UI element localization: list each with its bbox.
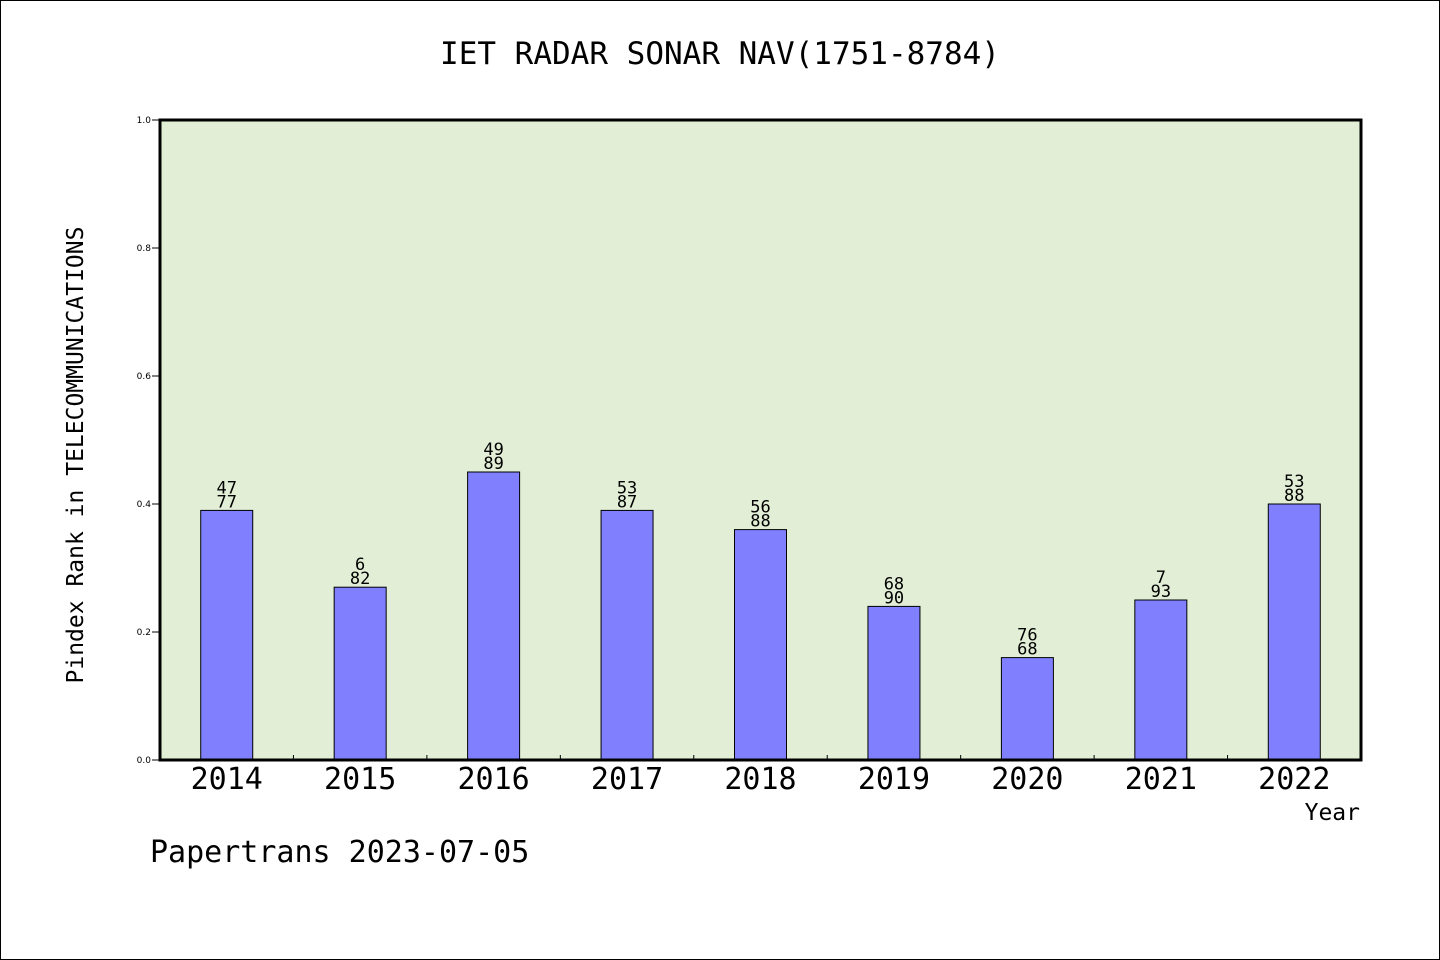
x-tick-label: 2014 [191,762,263,797]
x-tick-label: 2022 [1258,762,1330,797]
bar [333,586,387,761]
footer-stamp: Papertrans 2023-07-05 [150,835,530,870]
bar [1267,503,1321,761]
bar-label-top: 68 [884,574,904,594]
bar [200,509,254,761]
y-tick-label: 0.6 [137,372,152,382]
bar-label-bottom: 88 [1284,486,1304,506]
plot-border [158,118,1363,762]
y-axis-label: Pindex Rank in TELECOMMUNICATIONS [63,226,89,684]
bar-label-top: 53 [1284,472,1304,492]
bar [867,605,921,761]
bar-label-top: 53 [617,478,637,498]
bars-layer [200,471,1321,761]
bar-label-top: 76 [1017,626,1037,646]
bar-label-bottom: 82 [350,569,370,589]
x-axis-label: Year [1304,800,1360,826]
bar-label-top: 7 [1156,568,1166,588]
y-tick-label: 0.0 [137,756,152,766]
chart-title: IET RADAR SONAR NAV(1751-8784) [440,36,1000,72]
x-tick-label: 2015 [324,762,396,797]
x-tick-label: 2020 [991,762,1063,797]
bar-label-bottom: 90 [884,588,904,608]
x-tick-label: 2018 [724,762,796,797]
x-tick-label: 2017 [591,762,663,797]
bar-label-top: 6 [355,555,365,575]
bar [1134,599,1188,761]
x-tick-label: 2016 [457,762,529,797]
bar-label-bottom: 93 [1151,582,1171,602]
y-tick-label: 0.2 [137,628,151,638]
y-tick-label: 0.4 [137,500,152,510]
bar-label-bottom: 68 [1017,640,1037,660]
bar-label-top: 47 [216,478,236,498]
y-tick-label: 0.8 [137,244,152,254]
x-tick-label: 2021 [1125,762,1197,797]
y-tick-label: 1.0 [137,116,152,126]
bar [1000,657,1054,761]
x-tick-label: 2019 [858,762,930,797]
bar-label-bottom: 88 [750,512,770,532]
bar-label-top: 49 [483,440,503,460]
bar [734,529,787,761]
labels-layer: 4777201468220154989201653872017568820186… [137,116,1331,797]
bar [600,509,654,761]
bar-label-top: 56 [750,498,770,518]
bar-label-bottom: 77 [216,492,236,512]
bar [467,471,521,761]
bar-label-bottom: 89 [483,454,503,474]
bar-label-bottom: 87 [617,492,637,512]
